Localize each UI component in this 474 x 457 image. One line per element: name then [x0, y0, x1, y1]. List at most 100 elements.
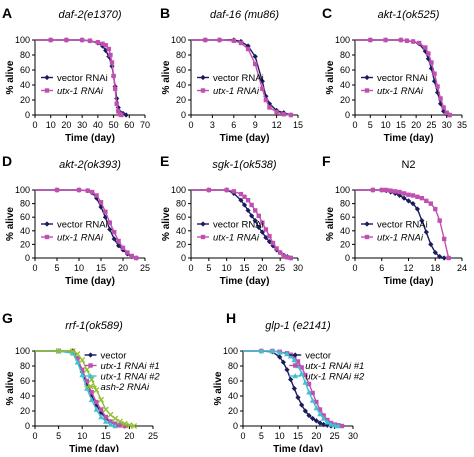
y-tick-label: 20	[20, 239, 30, 249]
data-point	[95, 40, 101, 45]
y-tick-label: 20	[176, 239, 186, 249]
legend-marker	[200, 88, 206, 93]
y-tick-label: 80	[340, 199, 350, 209]
data-point	[224, 187, 229, 193]
data-point	[260, 220, 265, 225]
data-point	[320, 415, 327, 421]
data-point	[259, 78, 265, 84]
series-2	[355, 37, 452, 118]
x-tick-label: 70	[140, 120, 150, 130]
panel-title: daf-16 (mu86)	[210, 9, 279, 21]
legend-entry: utx-1 RNAi #1	[101, 361, 160, 372]
data-point	[285, 255, 290, 260]
data-point	[288, 112, 294, 118]
data-point	[249, 202, 254, 208]
data-point	[108, 52, 113, 58]
panel-letter: H	[226, 310, 236, 326]
data-point	[64, 37, 69, 43]
x-tick-label: 40	[93, 120, 103, 130]
data-point	[384, 187, 389, 193]
y-tick-label: 0	[345, 110, 350, 120]
y-tick-label: 20	[20, 95, 30, 105]
data-point	[125, 250, 130, 255]
data-point	[85, 188, 90, 193]
data-point	[69, 348, 76, 354]
y-tick-label: 60	[340, 65, 350, 75]
legend-marker	[364, 221, 370, 227]
data-point	[121, 420, 128, 427]
x-axis-label: Time (day)	[65, 133, 115, 144]
data-point	[116, 238, 121, 244]
x-tick-label: 0	[32, 120, 37, 130]
panel-letter: B	[160, 5, 170, 21]
data-point	[89, 390, 94, 395]
data-point	[306, 389, 312, 395]
data-point	[292, 354, 297, 360]
panel-title: akt-2(ok393)	[59, 159, 121, 171]
data-point	[90, 189, 95, 195]
data-point	[299, 365, 304, 370]
x-tick-label: 0	[188, 263, 193, 273]
x-tick-label: 60	[124, 120, 134, 130]
data-point	[126, 422, 133, 429]
x-tick-label: 0	[240, 431, 245, 441]
data-point	[277, 250, 283, 255]
y-tick-label: 0	[25, 421, 30, 431]
data-point	[76, 187, 82, 193]
data-point	[107, 421, 114, 427]
legend-marker	[364, 234, 370, 240]
x-tick-label: 25	[140, 263, 150, 273]
data-point	[94, 193, 99, 198]
data-point	[447, 112, 452, 118]
data-point	[112, 423, 119, 429]
data-point	[74, 351, 81, 357]
data-point	[309, 397, 316, 403]
data-point	[281, 253, 286, 259]
y-axis-label: % alive	[325, 207, 336, 241]
legend-marker	[87, 383, 94, 390]
x-tick-label: 35	[457, 120, 467, 130]
legend-entry: utx-1 RNAi #1	[305, 361, 364, 372]
legend-entry: utx-1 RNAi	[213, 233, 260, 244]
series-2	[35, 187, 139, 261]
data-point	[75, 356, 80, 361]
data-point	[119, 112, 124, 118]
x-axis-label: Time (day)	[220, 133, 270, 144]
data-point	[328, 421, 334, 427]
data-point	[108, 419, 113, 424]
data-point	[419, 195, 425, 201]
data-point	[79, 37, 85, 43]
legend-entry: vector RNAi	[213, 220, 264, 231]
data-point	[54, 187, 60, 193]
legend-marker	[44, 88, 50, 93]
y-tick-label: 80	[176, 50, 186, 60]
data-point	[253, 61, 258, 67]
data-point	[404, 38, 410, 43]
x-tick-label: 20	[61, 120, 71, 130]
legend-marker	[364, 88, 370, 93]
y-axis-label: % alive	[325, 60, 336, 94]
data-point	[423, 229, 429, 235]
data-point	[55, 348, 62, 354]
x-tick-label: 6	[231, 120, 236, 130]
y-tick-label: 40	[176, 80, 186, 90]
data-point	[98, 396, 105, 403]
legend-marker	[44, 221, 50, 227]
y-tick-label: 60	[340, 212, 350, 222]
data-point	[446, 255, 451, 261]
panel-title: N2	[401, 159, 415, 171]
x-tick-label: 10	[46, 120, 56, 130]
legend-marker	[200, 74, 206, 81]
y-axis-label: % alive	[161, 207, 172, 241]
data-point	[266, 239, 273, 245]
y-tick-label: 20	[340, 239, 350, 249]
x-tick-label: 0	[188, 120, 193, 130]
data-point	[441, 236, 447, 242]
x-tick-label: 24	[457, 263, 467, 273]
y-tick-label: 0	[181, 110, 186, 120]
data-point	[306, 412, 312, 419]
data-point	[441, 255, 447, 261]
